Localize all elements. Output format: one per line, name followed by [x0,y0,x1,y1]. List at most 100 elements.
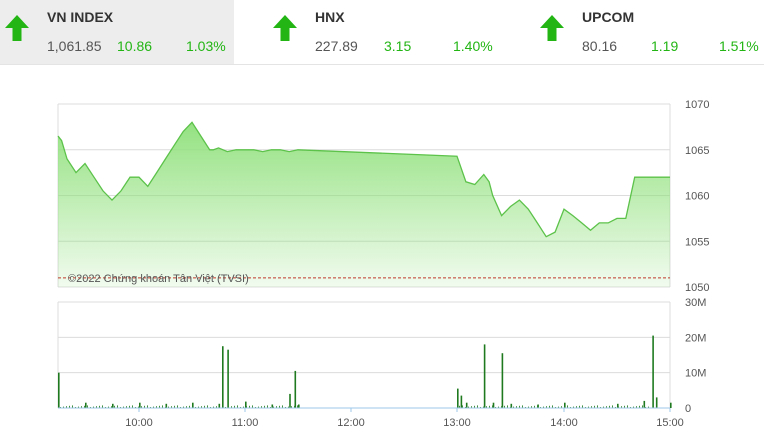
volume-bar-small [549,405,550,408]
volume-bar-small [627,405,628,408]
volume-bar-small [528,406,529,408]
x-tick-label: 13:00 [443,417,471,429]
volume-bar-small [492,405,493,408]
x-tick-label: 12:00 [337,417,365,429]
volume-bar [165,403,168,408]
volume-bar [652,335,654,408]
index-price: 227.89 [315,38,358,54]
index-percent: 1.51% [719,38,759,54]
volume-bar-small [261,406,262,408]
volume-bar-small [126,406,127,408]
volume-bar-small [576,406,577,408]
watermark: ©2022 Chứng khoán Tân Việt (TVSI) [68,273,249,285]
volume-bar-small [498,406,499,408]
volume-bar-small [186,406,187,408]
index-card-upcom[interactable]: UPCOM 80.16 1.19 1.51% [535,0,764,64]
volume-bar-small [267,405,268,408]
volume-bar-small [483,406,484,408]
volume-bar-small [87,405,88,408]
index-change: 1.19 [651,38,679,54]
volume-bar-small [537,405,538,408]
volume-bar [289,393,291,408]
index-change: 3.15 [384,38,412,54]
volume-bar-small [294,405,295,408]
volume-bar-small [117,405,118,408]
volume-bar [298,404,300,408]
volume-bar-small [216,406,217,408]
volume-bar-small [84,405,85,408]
volume-bar-small [621,406,622,408]
volume-bar-small [201,406,202,408]
volume-bar [465,402,468,408]
volume-bar-small [507,405,508,408]
volume-bar-small [207,405,208,408]
volume-bar-small [279,405,280,408]
volume-bar-small [111,406,112,408]
volume-bar-small [93,406,94,408]
volume-bar-small [144,405,145,408]
volume-bar-small [258,406,259,408]
volume-bar-small [252,405,253,408]
index-percent: 1.40% [453,38,493,54]
volume-bar-small [609,405,610,408]
x-tick-label: 11:00 [232,417,259,429]
x-tick-label: 14:00 [550,417,578,429]
volume-bar-small [273,406,274,408]
volume-bar-small [189,405,190,408]
volume-bar [617,403,619,408]
volume-bar-small [72,405,73,408]
volume-bar-small [102,405,103,408]
volume-bar-small [648,406,649,408]
volume-bar-small [459,405,460,408]
volume-bar [537,404,539,408]
volume-bar-small [513,406,514,408]
volume-bar-small [288,406,289,408]
volume-bar [271,404,274,408]
index-name: VN INDEX [47,9,114,25]
up-arrow-icon [273,15,297,41]
volume-bar [643,400,646,408]
index-card-hnx[interactable]: HNX 227.89 3.15 1.40% [268,0,502,64]
volume-bar [227,349,229,408]
volume-bar-small [69,405,70,408]
volume-bar-small [228,406,229,408]
volume-bar-small [624,405,625,408]
index-card-vnindex[interactable]: VN INDEX 1,061.85 10.86 1.03% [0,0,234,64]
price-y-tick-label: 1065 [685,145,709,157]
volume-bar-small [114,405,115,408]
volume-bar-small [522,405,523,408]
up-arrow-icon [5,15,29,41]
volume-bar-small [573,406,574,408]
volume-bar-small [282,405,283,408]
volume-bar-small [642,405,643,408]
volume-bar-small [579,405,580,408]
volume-bar-small [198,406,199,408]
volume-bar-small [132,405,133,408]
volume-y-tick-label: 30M [685,297,706,309]
volume-bar [564,402,566,408]
volume-bar-small [474,405,475,408]
volume-bar-small [519,405,520,408]
volume-bar-small [177,405,178,408]
volume-bar [85,402,87,408]
volume-bar-small [246,406,247,408]
volume-bar-small [633,406,634,408]
volume-bar [192,402,194,408]
volume-bar-small [78,406,79,408]
volume-y-tick-label: 10M [685,368,706,380]
volume-bar-small [147,405,148,408]
volume-bar-small [561,406,562,408]
volume-bar-small [153,406,154,408]
volume-bar-small [66,406,67,408]
volume-bar-small [162,405,163,408]
index-price: 80.16 [582,38,618,54]
volume-bar-small [156,406,157,408]
volume-bar-small [123,406,124,408]
volume-bar-small [543,406,544,408]
volume-bar-small [183,406,184,408]
volume-bar-small [546,406,547,408]
volume-bar-small [264,405,265,408]
volume-bar-small [222,405,223,408]
volume-bar-small [588,406,589,408]
